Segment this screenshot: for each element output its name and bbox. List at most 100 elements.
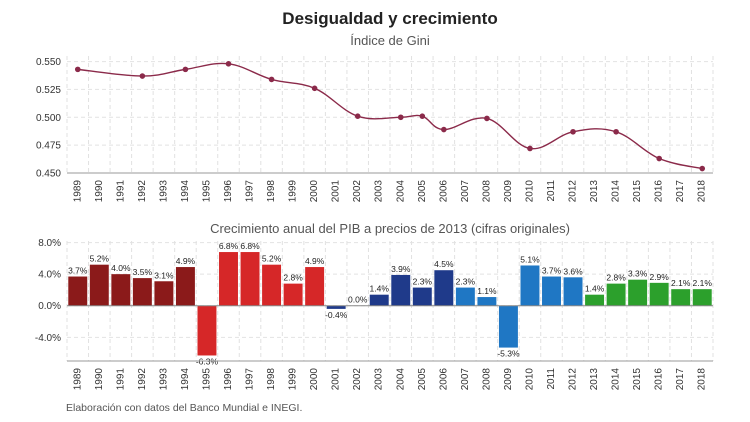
gdp-data-label: 2.9% <box>649 272 669 282</box>
gdp-data-label: 4.9% <box>176 256 196 266</box>
gdp-data-label: 5.1% <box>520 254 540 264</box>
gdp-y-tick-label: 8.0% <box>38 238 61 249</box>
gdp-bar <box>563 277 583 306</box>
gini-x-tick-label: 1995 <box>201 180 212 203</box>
gdp-x-tick-label: 1998 <box>266 368 277 391</box>
gini-x-tick-label: 2009 <box>503 180 514 203</box>
gdp-y-tick-label: -4.0% <box>35 333 61 344</box>
gini-data-point <box>311 85 318 92</box>
gini-x-tick-label: 2016 <box>654 180 665 203</box>
gini-x-tick-label: 2007 <box>460 180 471 203</box>
gdp-bar <box>498 305 518 348</box>
gdp-data-label: 2.3% <box>413 277 433 287</box>
gdp-x-tick-label: 2009 <box>503 368 514 391</box>
gdp-bar <box>391 274 411 306</box>
gdp-bar <box>412 287 432 306</box>
gdp-x-tick-label: 1997 <box>245 368 256 391</box>
gdp-bar <box>197 305 217 356</box>
gini-x-tick-label: 1993 <box>158 180 169 203</box>
gini-data-point <box>225 61 232 67</box>
chart-title: Desigualdad y crecimiento <box>282 9 497 28</box>
gdp-data-label: 3.7% <box>542 266 562 276</box>
gini-y-tick-label: 0.450 <box>36 169 61 180</box>
gini-data-point <box>441 126 447 133</box>
gdp-x-tick-label: 2013 <box>589 368 600 391</box>
gdp-bar <box>434 270 454 306</box>
gini-x-tick-label: 2003 <box>374 180 385 203</box>
gini-y-tick-label: 0.500 <box>36 113 61 124</box>
gdp-x-tick-label: 2000 <box>309 368 320 391</box>
gini-x-tick-label: 2010 <box>524 180 535 203</box>
gini-x-tick-label: 2001 <box>331 180 342 203</box>
gini-data-point <box>397 114 404 121</box>
gini-x-tick-label: 1991 <box>115 180 126 203</box>
gdp-data-label: 5.2% <box>262 254 282 264</box>
gini-x-tick-label: 1997 <box>245 180 256 203</box>
gdp-x-tick-label: 1990 <box>94 368 105 391</box>
source-note: Elaboración con datos del Banco Mundial … <box>66 402 303 414</box>
gini-x-tick-label: 2006 <box>438 180 449 203</box>
gdp-data-label: 2.3% <box>456 277 476 287</box>
gdp-x-tick-label: 2005 <box>417 368 428 391</box>
gdp-data-label: 3.7% <box>68 266 88 276</box>
gini-data-point <box>139 73 146 79</box>
gdp-x-tick-label: 2012 <box>568 368 579 391</box>
gdp-x-tick-label: 1995 <box>201 368 212 391</box>
gdp-bar <box>455 287 475 306</box>
gini-x-tick-label: 2000 <box>309 180 320 203</box>
gdp-bar <box>68 276 88 306</box>
gdp-data-label: 3.3% <box>628 269 648 279</box>
gini-y-tick-label: 0.550 <box>36 57 61 68</box>
gini-x-tick-label: 1992 <box>137 180 148 203</box>
gini-x-tick-label: 1999 <box>288 180 299 203</box>
gini-data-point <box>656 155 662 162</box>
gdp-x-tick-label: 1993 <box>158 368 169 391</box>
gdp-x-tick-label: 2015 <box>632 368 643 391</box>
gdp-data-label: 5.2% <box>90 254 110 264</box>
gdp-data-label: 2.1% <box>693 278 713 288</box>
gdp-bar <box>326 305 346 309</box>
gdp-bar <box>240 252 260 306</box>
gdp-subtitle: Crecimiento anual del PIB a precios de 2… <box>210 221 570 236</box>
gdp-x-tick-label: 2008 <box>481 368 492 391</box>
gini-x-tick-label: 2002 <box>352 180 363 203</box>
gini-data-point <box>268 76 275 83</box>
gdp-bar <box>132 278 152 306</box>
gdp-bar <box>692 289 712 306</box>
gdp-x-tick-label: 1996 <box>223 368 234 391</box>
gini-x-tick-label: 2018 <box>697 180 708 203</box>
gini-x-tick-label: 1994 <box>180 180 191 203</box>
gdp-data-label: 4.9% <box>305 256 325 266</box>
gdp-bar <box>628 279 648 306</box>
gdp-data-label: 3.5% <box>133 267 153 277</box>
gdp-data-label: 2.1% <box>671 278 691 288</box>
gdp-data-label: 1.4% <box>585 284 605 294</box>
gdp-x-tick-label: 2017 <box>675 368 686 391</box>
gini-x-tick-label: 2017 <box>675 180 686 203</box>
gini-data-point <box>699 165 706 172</box>
gini-data-point <box>613 128 619 135</box>
gdp-x-tick-label: 2006 <box>438 368 449 391</box>
gdp-bar <box>520 265 540 306</box>
gdp-y-tick-label: 4.0% <box>38 270 61 281</box>
gdp-x-tick-label: 2014 <box>611 368 622 391</box>
gdp-x-tick-label: 1999 <box>288 368 299 391</box>
gini-data-point <box>527 145 533 152</box>
gini-x-tick-label: 1998 <box>266 180 277 203</box>
gdp-x-tick-label: 2010 <box>524 368 535 391</box>
gini-data-point <box>182 66 189 73</box>
gini-x-tick-label: 2011 <box>546 180 557 202</box>
gini-subtitle: Índice de Gini <box>350 33 430 48</box>
gdp-x-tick-label: 2007 <box>460 368 471 391</box>
gini-x-tick-label: 2015 <box>632 180 643 203</box>
gdp-x-tick-label: 1992 <box>137 368 148 391</box>
gdp-bar <box>154 281 174 306</box>
gini-data-point <box>354 113 361 119</box>
gdp-bar <box>671 289 691 306</box>
gdp-x-tick-label: 2018 <box>697 368 708 391</box>
gdp-data-label: 6.8% <box>240 241 260 251</box>
gini-data-point <box>484 115 490 122</box>
gdp-data-label: 3.6% <box>563 266 583 276</box>
gini-x-tick-label: 2012 <box>568 180 579 203</box>
gini-data-point <box>74 66 81 73</box>
